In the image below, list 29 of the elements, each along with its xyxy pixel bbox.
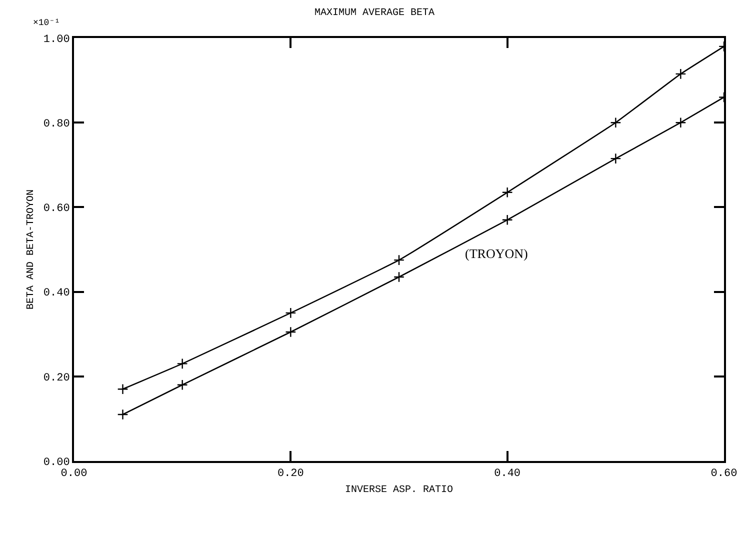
point — [502, 214, 513, 226]
y-tick-label: 1.00 — [43, 34, 70, 46]
point — [117, 408, 128, 420]
point — [176, 358, 188, 370]
y-tick-label: 0.40 — [43, 288, 70, 300]
chart-title: MAXIMUM AVERAGE BETA — [314, 8, 435, 19]
point — [394, 254, 404, 266]
x-tick-label: 0.40 — [494, 468, 521, 480]
point — [610, 153, 622, 164]
x-tick-label: 0.20 — [277, 468, 304, 480]
y-tick-label: 0.00 — [43, 456, 70, 469]
y-axis-title: BETA AND BETA-TROYON — [26, 189, 37, 310]
point — [285, 326, 296, 338]
point — [675, 117, 686, 128]
point — [285, 307, 296, 318]
x-tick-label: 0.00 — [60, 468, 88, 480]
annotation: (TROYON) — [465, 246, 528, 261]
y-tick-label: 0.60 — [43, 203, 70, 216]
x-tick-label: 0.60 — [710, 468, 738, 480]
point — [610, 117, 622, 128]
point — [394, 272, 404, 282]
x-axis-title: INVERSE ASP. RATIO — [344, 485, 454, 496]
point — [176, 379, 188, 390]
point — [502, 186, 513, 198]
y-tick-label: 0.20 — [43, 372, 70, 384]
text: ×10⁻¹ — [33, 18, 60, 28]
point — [117, 384, 128, 395]
y-tick-label: 0.80 — [43, 118, 70, 130]
point — [675, 68, 686, 80]
